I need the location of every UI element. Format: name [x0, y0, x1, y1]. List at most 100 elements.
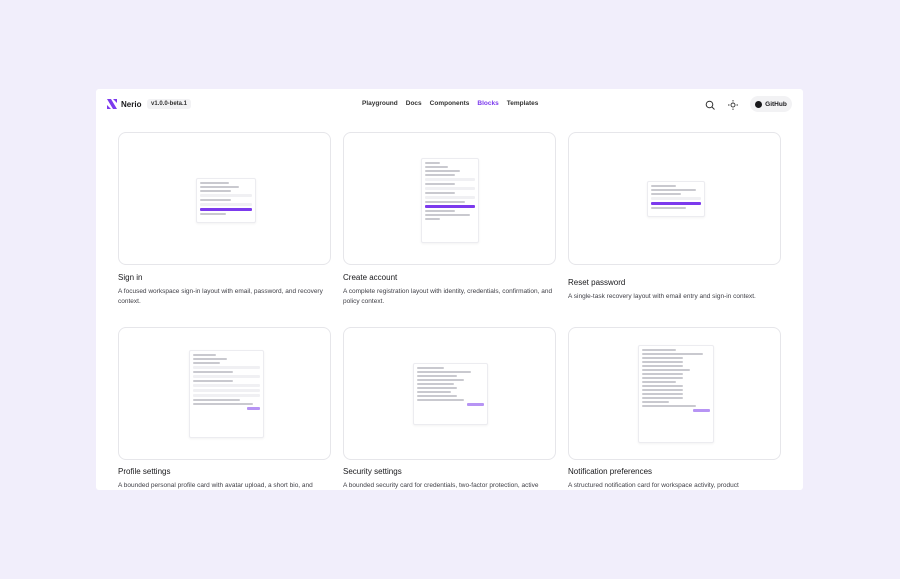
- brand[interactable]: Nerio: [107, 99, 141, 109]
- mock-text: [417, 383, 454, 385]
- card-description: A bounded personal profile card with ava…: [118, 482, 313, 489]
- mock-text: [425, 218, 440, 220]
- mock-input: [425, 187, 475, 190]
- mock-text: [642, 397, 683, 399]
- nav-link[interactable]: Components: [429, 100, 470, 107]
- card-description: A bounded security card for credentials,…: [343, 482, 539, 489]
- mock-input: [200, 203, 252, 206]
- block-preview: [343, 132, 556, 265]
- mock-text: [417, 395, 458, 397]
- block-card[interactable]: Notification preferences A structured not…: [568, 327, 781, 490]
- mock-text: [425, 170, 460, 172]
- card-text: Security settings A bounded security card…: [343, 464, 556, 490]
- block-preview: [568, 327, 781, 460]
- card-title: Sign in: [118, 273, 143, 282]
- mock-text: [642, 393, 683, 395]
- mock-button: [693, 409, 710, 412]
- mock-text: [193, 380, 234, 382]
- logo: [107, 99, 117, 109]
- preview-mockup: [421, 158, 479, 243]
- mock-text: [417, 387, 458, 389]
- search-icon[interactable]: [705, 100, 715, 110]
- mock-input: [425, 178, 475, 181]
- mock-input: [193, 384, 260, 387]
- block-card[interactable]: Sign in A focused workspace sign-in layou…: [118, 132, 331, 312]
- mock-text: [200, 186, 239, 188]
- block-card[interactable]: Security settings A bounded security card…: [343, 327, 556, 490]
- mock-text: [425, 162, 440, 164]
- mock-text: [425, 210, 455, 212]
- mock-text: [642, 373, 683, 375]
- card-description: A single-task recovery layout with email…: [568, 293, 756, 300]
- mock-text: [193, 399, 240, 401]
- mock-text: [642, 361, 683, 363]
- mock-input: [193, 394, 260, 397]
- preview-mockup: [196, 178, 256, 223]
- mock-text: [417, 379, 464, 381]
- header: Nerio v1.0.0-beta.1 Playground Docs Compon…: [96, 89, 803, 121]
- mock-input: [193, 389, 260, 392]
- nav-link[interactable]: Blocks: [477, 100, 499, 107]
- mock-text: [200, 190, 232, 192]
- card-text: Profile settings A bounded personal profi…: [118, 464, 331, 490]
- github-icon: [755, 100, 763, 108]
- nav-link[interactable]: Docs: [405, 100, 422, 107]
- block-card[interactable]: Create account A complete registration la…: [343, 132, 556, 312]
- block-card[interactable]: Profile settings A bounded personal profi…: [118, 327, 331, 490]
- mock-text: [425, 192, 455, 194]
- card-text: Reset password A single-task recovery lay…: [568, 268, 781, 312]
- mock-text: [193, 371, 234, 373]
- block-preview: [343, 327, 556, 460]
- mock-text: [193, 358, 227, 360]
- mock-text: [642, 405, 697, 407]
- mock-input: [193, 375, 260, 378]
- mock-input: [425, 196, 475, 199]
- version-badge: v1.0.0-beta.1: [147, 99, 192, 109]
- mock-text: [417, 391, 451, 393]
- nav: Playground Docs Components Blocks Templates: [362, 100, 538, 107]
- card-title: Create account: [343, 273, 398, 282]
- mock-text: [642, 353, 704, 355]
- card-text: Notification preferences A structured not…: [568, 464, 781, 490]
- card-description: A structured notification card for works…: [568, 482, 739, 489]
- mock-text: [651, 185, 676, 187]
- card-title: Security settings: [343, 467, 402, 476]
- mock-button: [651, 202, 701, 205]
- theme-icon[interactable]: [728, 100, 738, 110]
- card-title: Profile settings: [118, 467, 171, 476]
- mock-text: [651, 207, 686, 209]
- card-description: A focused workspace sign-in layout with …: [118, 288, 323, 305]
- mock-text: [193, 362, 220, 364]
- mock-text: [425, 214, 470, 216]
- preview-mockup: [647, 181, 705, 217]
- mock-button: [467, 403, 484, 406]
- preview-mockup: [638, 345, 714, 443]
- mock-text: [417, 371, 471, 373]
- block-card[interactable]: Reset password A single-task recovery lay…: [568, 132, 781, 312]
- mock-text: [642, 385, 683, 387]
- mock-text: [642, 369, 690, 371]
- brand-name: Nerio: [121, 99, 142, 109]
- mock-button: [200, 208, 252, 211]
- mock-text: [193, 354, 217, 356]
- mock-text: [200, 213, 226, 215]
- mock-text: [642, 349, 676, 351]
- panel: Nerio v1.0.0-beta.1 Playground Docs Compon…: [96, 89, 803, 490]
- card-text: Sign in A focused workspace sign-in layou…: [118, 268, 331, 312]
- card-text: Create account A complete registration la…: [343, 268, 556, 312]
- mock-text: [642, 401, 670, 403]
- mock-text: [642, 389, 683, 391]
- mock-text: [425, 201, 465, 203]
- mock-input: [651, 197, 701, 200]
- mock-text: [642, 365, 683, 367]
- mock-text: [200, 199, 232, 201]
- mock-button: [425, 205, 475, 208]
- nav-link[interactable]: Templates: [506, 100, 539, 107]
- mock-text: [425, 166, 448, 168]
- card-title: Reset password: [568, 278, 626, 287]
- preview-mockup: [189, 350, 264, 438]
- mock-text: [200, 182, 229, 184]
- nav-link[interactable]: Playground: [362, 100, 398, 107]
- github-button[interactable]: GitHub: [750, 96, 792, 112]
